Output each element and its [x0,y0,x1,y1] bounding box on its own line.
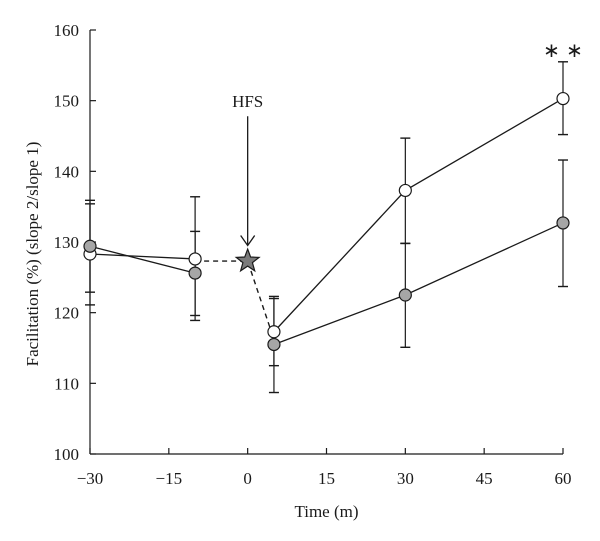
open-circle-point [398,183,412,198]
open-circle-point [188,252,202,266]
open-circle-point [556,91,570,106]
significance-asterisks: ∗ ∗ [543,38,583,62]
y-tick-label: 100 [54,445,80,464]
annotations: HFS ∗ ∗ [232,38,583,247]
y-tick-label: 120 [54,304,80,323]
series-line [89,253,196,260]
series-line [273,222,564,346]
data-points [83,91,570,352]
x-tick-label: 30 [397,469,414,488]
series-line [273,97,564,333]
filled-circle-point [556,216,570,230]
hfs-label: HFS [232,92,263,111]
hfs-star-marker [234,247,261,273]
x-tick-label: −15 [156,469,183,488]
axes: 100 110 120 130 140 150 160 −30 −15 0 15 30 45 60 Time… [23,21,572,521]
x-tick-label: −30 [77,469,104,488]
y-tick-label: 130 [54,233,80,252]
filled-circle-point [398,288,412,302]
series-line [89,245,196,274]
y-axis-label: Facilitation (%) (slope 2/slope 1) [23,142,42,367]
open-circle-point [267,325,281,339]
y-tick-label: 160 [54,21,80,40]
y-tick-label: 110 [54,374,79,393]
dashed-connector [195,260,275,340]
x-tick-label: 60 [555,469,572,488]
filled-circle-point [188,266,202,280]
hfs-arrow-head [240,235,256,247]
x-axis-label: Time (m) [294,502,358,521]
error-bars [85,61,568,394]
x-tick-label: 0 [243,469,252,488]
y-tick-label: 140 [54,162,80,181]
y-tick-label: 150 [54,92,80,111]
filled-circle-point [267,337,281,352]
series-lines [89,97,564,346]
x-tick-label: 15 [318,469,335,488]
x-tick-label: 45 [476,469,493,488]
filled-circle-point [83,239,97,253]
